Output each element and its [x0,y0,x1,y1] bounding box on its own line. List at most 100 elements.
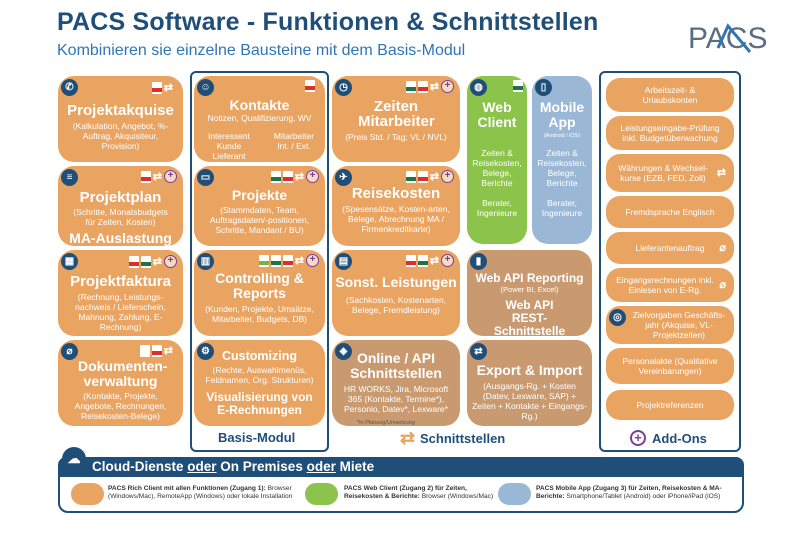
addon-personalakte: Personalakte (Qualitative Vereinbarungen… [622,356,718,376]
projektakquise-title: Projektakquise [67,102,174,119]
paperclip-icon: ⌀ [719,242,726,254]
addon-eingangsrechnungen: Eingangsrechnungen inkl. Einlesen von E-… [616,275,714,295]
projekte-desc: (Stammdaten, Team, Auftragsdaten/-positi… [209,205,310,235]
basis-modul-label: Basis-Modul [218,430,296,445]
reisekosten-title: Reisekosten [351,185,441,202]
zeiten-card[interactable]: ◷ ⇄ + Zeiten Mitarbeiter (Preis Std. / Ta… [332,76,460,162]
kontakte-title: Kontakte [229,97,290,113]
kontakte-card[interactable]: ☺ Kontakte Notizen, Qualifizierung, WV I… [194,76,325,162]
addon-item[interactable]: Währungen & Wechsel-kurse (EZB, FED, Zol… [606,154,734,192]
bars-icon: ▮ [470,253,487,270]
e-rechnungen-title: Visualisierung von E-Rechnungen [206,390,313,417]
chart-icon: ▥ [197,253,214,270]
addon-fremdsprache: Fremdsprache Englisch [625,207,715,217]
plane-icon: ✈ [335,169,352,186]
controlling-title: Controlling & Reports [215,270,304,301]
addon-projektreferenzen: Projektreferenzen [636,400,704,410]
mobile-app-title: Mobile App [539,99,585,130]
addon-item[interactable]: Zielvorgaben Geschäfts-jahr (Akquise, VL… [606,306,734,344]
addon-item[interactable]: Leistungseingabe-Prüfung inkl. Budgetübe… [606,116,734,150]
web-api-reporting-sub: (Power BI, Excel) [500,285,559,294]
web-client-desc: Zeiten & Reisekosten, Belege, Berichte [472,148,522,188]
addon-waehrungen: Währungen & Wechsel-kurse (EZB, FED, Zol… [618,163,708,183]
folders-icon: ▤ [335,253,352,270]
projektfaktura-card[interactable]: ▦ ⇄ + Projektfaktura (Rechnung, Leistungs… [58,250,183,336]
legend-rich-client: PACS Rich Client mit allen Funktionen (Z… [108,485,293,501]
phone-icon: ✆ [61,79,78,96]
projektakquise-card[interactable]: ✆ ⇄ Projektakquise (Kalkulation, Angebot… [58,76,183,162]
online-api-title: Online / API Schnittstellen [350,350,442,381]
legend-web-client: PACS Web Client (Zugang 2) für Zeiten, R… [344,485,494,501]
deployment-oder-1: oder [187,459,217,474]
zeiten-title: Zeiten Mitarbeiter [358,98,435,130]
projektfaktura-desc: (Rechnung, Leistungs-nachweis / Liefersc… [75,292,166,332]
controlling-card[interactable]: ▥ ⇄ + Controlling & Reports (Kunden, Proj… [194,250,325,336]
addon-lieferantenauftrag: Lieferantenauftrag [635,243,705,253]
exchange-icon: ⇄ [716,167,726,179]
deployment-miete: Miete [335,459,375,474]
gear-icon: ⚙ [197,343,214,360]
zeiten-desc: (Preis Std. / Tag; VL / NVL) [345,132,447,142]
addon-item[interactable]: Arbeitszeit- & Urlaubskonten [606,78,734,112]
deployment-title: Cloud-Dienste oder On Premises oder Miet… [92,459,374,474]
reisekosten-card[interactable]: ✈ ⇄ + Reisekosten (Spesensätze, Kosten-ar… [332,166,460,246]
deployment-onprem: On Premises [216,459,307,474]
projektplan-card[interactable]: ≡ ⇄ + Projektplan (Schritte, Monatsbudget… [58,166,183,246]
mobile-app-users: Berater, Ingenieure [541,198,583,218]
web-api-card[interactable]: Web API Reporting (Power BI, Excel) Web … [467,250,592,336]
schnittstellen-icon: ⇄ [400,428,416,448]
web-client-users: Berater, Ingenieure [476,198,518,218]
addon-item[interactable]: Fremdsprache Englisch [606,196,734,228]
projektakquise-desc: (Kalkulation, Angebot, %-Auftrag, Akquis… [72,121,169,151]
pacs-logo: PACS [688,22,767,55]
add-ons-frame [599,71,741,452]
projektplan-desc: (Schritte, Monatsbudgets für Zeiten, Kos… [73,207,168,227]
legend-mobile-app-swatch [498,483,531,505]
deployment-header [58,457,744,477]
calculator-icon: ▦ [61,253,78,270]
web-client-title: Web Client [477,99,517,130]
customizing-card[interactable]: ⚙ Customizing (Rechte, Auswahlmenüs, Fel… [194,340,325,426]
deployment-oder-2: oder [306,459,336,474]
schnittstellen-label: Schnittstellen [420,431,506,446]
controlling-desc: (Kunden, Projekte, Umsätze, Mitarbeiter,… [205,304,314,324]
projektplan-title: Projektplan [79,189,162,206]
web-client-card[interactable]: ◍ Web Client Zeiten & Reisekosten, Beleg… [467,76,527,244]
addon-arbeitszeit: Arbeitszeit- & Urlaubskonten [642,85,698,105]
dokumentenverwaltung-card[interactable]: ⌀ ⇄ Dokumenten-verwaltung (Kontakte, Pro… [58,340,183,426]
clock-icon: ◷ [335,79,352,96]
legend-web-client-bold: PACS Web Client (Zugang 2) für Zeiten, R… [344,485,467,500]
export-import-title: Export & Import [476,362,583,378]
addon-item[interactable]: Lieferantenauftrag ⌀ [606,232,734,264]
dokumentenverwaltung-title: Dokumenten-verwaltung [78,358,168,389]
addon-item[interactable]: Projektreferenzen [606,390,734,420]
reisekosten-desc: (Spesensätze, Kosten-arten, Belege, Abre… [342,204,450,234]
online-api-card[interactable]: ◈ Online / API Schnittstellen HR WORKS, … [332,340,460,426]
page-subtitle: Kombinieren sie einzelne Bausteine mit d… [57,42,466,59]
sonst-leistungen-card[interactable]: ▤ ⇄ + Sonst. Leistungen (Sachkosten, Kost… [332,250,460,336]
people-icon: ☺ [197,79,214,96]
target-icon: ◎ [609,309,626,326]
mobile-app-os: (Android / iOS) [543,133,581,139]
paperclip-icon: ⌀ [719,279,726,291]
add-ons-label: Add-Ons [652,431,707,446]
legend-mobile-app: PACS Mobile App (Zugang 3) für Zeiten, R… [536,485,736,501]
mobile-app-desc: Zeiten & Reisekosten, Belege, Berichte [537,148,587,188]
sonst-leistungen-desc: (Sachkosten, Kostenarten, Belege, Fremdl… [345,295,447,315]
addon-item[interactable]: Eingangsrechnungen inkl. Einlesen von E-… [606,268,734,302]
export-import-desc: (Ausgangs-Rg. + Kosten (Datev, Lexware, … [472,381,587,421]
dokumentenverwaltung-desc: (Kontakte, Projekte, Angebote, Rechnunge… [74,391,167,421]
projekte-title: Projekte [231,187,288,203]
export-import-card[interactable]: ⇄ Export & Import (Ausgangs-Rg. + Kosten… [467,340,592,426]
legend-rich-client-bold: PACS Rich Client mit allen Funktionen (Z… [108,485,266,492]
phone-device-icon: ▯ [535,79,552,96]
mobile-app-card[interactable]: ▯ Mobile App (Android / iOS) Zeiten & Re… [532,76,592,244]
web-api-reporting-title: Web API Reporting [475,271,584,285]
legend-web-client-rest: Browser (Windows/Mac) [419,493,494,500]
web-api-rest-title: Web API REST-Schnittstelle [493,298,566,337]
kontakte-desc: Notizen, Qualifizierung, WV [207,113,312,123]
projekte-card[interactable]: ▭ ⇄ + Projekte (Stammdaten, Team, Auftrag… [194,166,325,246]
ma-auslastung-title: MA-Auslastung [69,230,172,246]
deployment-cloud: Cloud-Dienste [92,459,188,474]
addon-item[interactable]: Personalakte (Qualitative Vereinbarungen… [606,348,734,384]
